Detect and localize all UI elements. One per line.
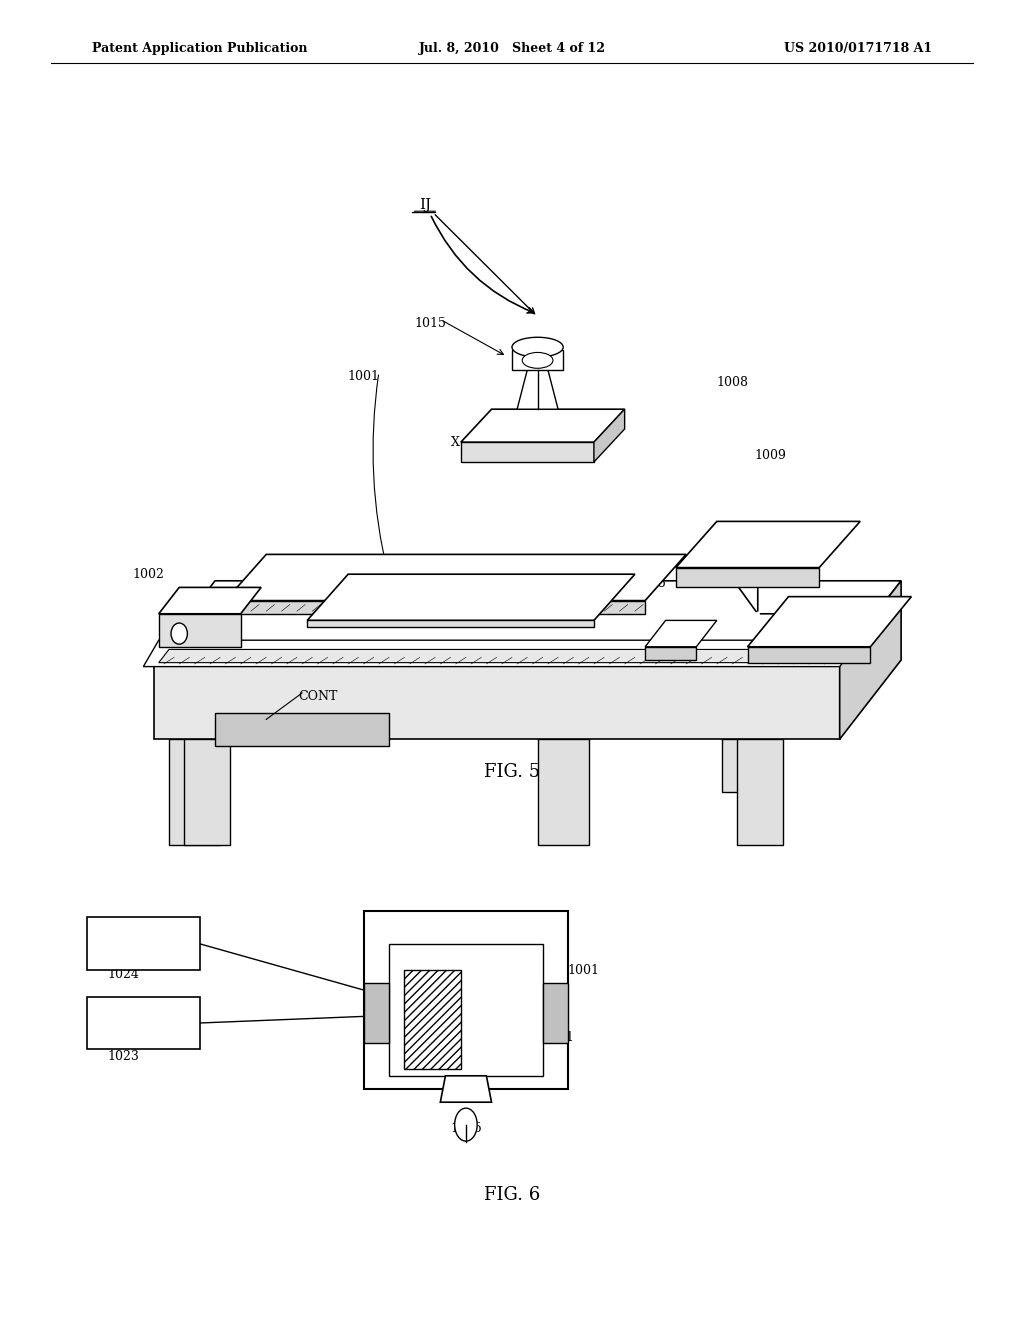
Polygon shape xyxy=(225,601,645,614)
Polygon shape xyxy=(307,620,594,627)
Text: Jul. 8, 2010   Sheet 4 of 12: Jul. 8, 2010 Sheet 4 of 12 xyxy=(419,42,605,55)
Text: 1008: 1008 xyxy=(716,376,749,389)
Text: Patent Application Publication: Patent Application Publication xyxy=(92,42,307,55)
Text: 1015: 1015 xyxy=(414,317,446,330)
Polygon shape xyxy=(256,587,338,614)
Polygon shape xyxy=(389,944,543,1076)
Polygon shape xyxy=(594,409,625,462)
Text: 1001: 1001 xyxy=(347,370,380,383)
Text: 1002: 1002 xyxy=(132,568,165,581)
Polygon shape xyxy=(722,739,773,792)
Polygon shape xyxy=(676,568,819,587)
Text: US 2010/0171718 A1: US 2010/0171718 A1 xyxy=(783,42,932,55)
Polygon shape xyxy=(154,660,840,739)
Text: 1025: 1025 xyxy=(450,1122,482,1135)
Text: 1022: 1022 xyxy=(414,964,446,977)
Text: 1005: 1005 xyxy=(634,577,667,590)
Polygon shape xyxy=(169,739,220,845)
Text: X: X xyxy=(714,552,724,565)
Polygon shape xyxy=(159,649,850,663)
Ellipse shape xyxy=(512,337,563,356)
Circle shape xyxy=(171,623,187,644)
Polygon shape xyxy=(645,620,717,647)
Polygon shape xyxy=(159,587,261,614)
Polygon shape xyxy=(645,647,696,660)
Text: CONT: CONT xyxy=(298,690,337,704)
Text: X: X xyxy=(452,436,460,449)
Polygon shape xyxy=(143,614,881,667)
Polygon shape xyxy=(676,521,860,568)
Text: IJ: IJ xyxy=(419,198,431,211)
Polygon shape xyxy=(461,442,594,462)
Polygon shape xyxy=(215,713,389,746)
Text: 1004: 1004 xyxy=(347,591,380,605)
Polygon shape xyxy=(517,370,558,409)
Polygon shape xyxy=(225,554,686,601)
Polygon shape xyxy=(538,739,589,845)
Polygon shape xyxy=(512,350,563,370)
Polygon shape xyxy=(184,739,230,845)
Polygon shape xyxy=(461,409,625,442)
Polygon shape xyxy=(748,597,911,647)
Text: 1023: 1023 xyxy=(106,1049,139,1063)
Text: 1024: 1024 xyxy=(106,968,139,981)
Polygon shape xyxy=(840,581,901,739)
Polygon shape xyxy=(440,1076,492,1102)
Text: Y: Y xyxy=(446,564,455,577)
Text: P: P xyxy=(511,420,519,430)
Polygon shape xyxy=(737,739,783,845)
Polygon shape xyxy=(364,911,568,1089)
Text: IJ: IJ xyxy=(420,198,535,314)
Text: FIG. 5: FIG. 5 xyxy=(484,763,540,781)
Polygon shape xyxy=(87,997,200,1049)
Ellipse shape xyxy=(522,352,553,368)
Text: X: X xyxy=(441,565,450,578)
Text: 1007: 1007 xyxy=(531,418,564,432)
Polygon shape xyxy=(543,983,568,1043)
Text: 1003: 1003 xyxy=(362,572,395,585)
Polygon shape xyxy=(364,983,389,1043)
Polygon shape xyxy=(87,917,200,970)
Text: 1021: 1021 xyxy=(542,1031,574,1044)
Text: 1009: 1009 xyxy=(754,449,786,462)
Polygon shape xyxy=(154,581,901,660)
Text: Y: Y xyxy=(823,618,831,631)
Polygon shape xyxy=(404,970,461,1069)
Text: Z: Z xyxy=(739,539,750,552)
Text: FIG. 6: FIG. 6 xyxy=(484,1185,540,1204)
Polygon shape xyxy=(748,647,870,663)
Polygon shape xyxy=(307,574,635,620)
Text: 1001: 1001 xyxy=(567,964,600,977)
Polygon shape xyxy=(159,614,241,647)
Ellipse shape xyxy=(455,1109,477,1140)
